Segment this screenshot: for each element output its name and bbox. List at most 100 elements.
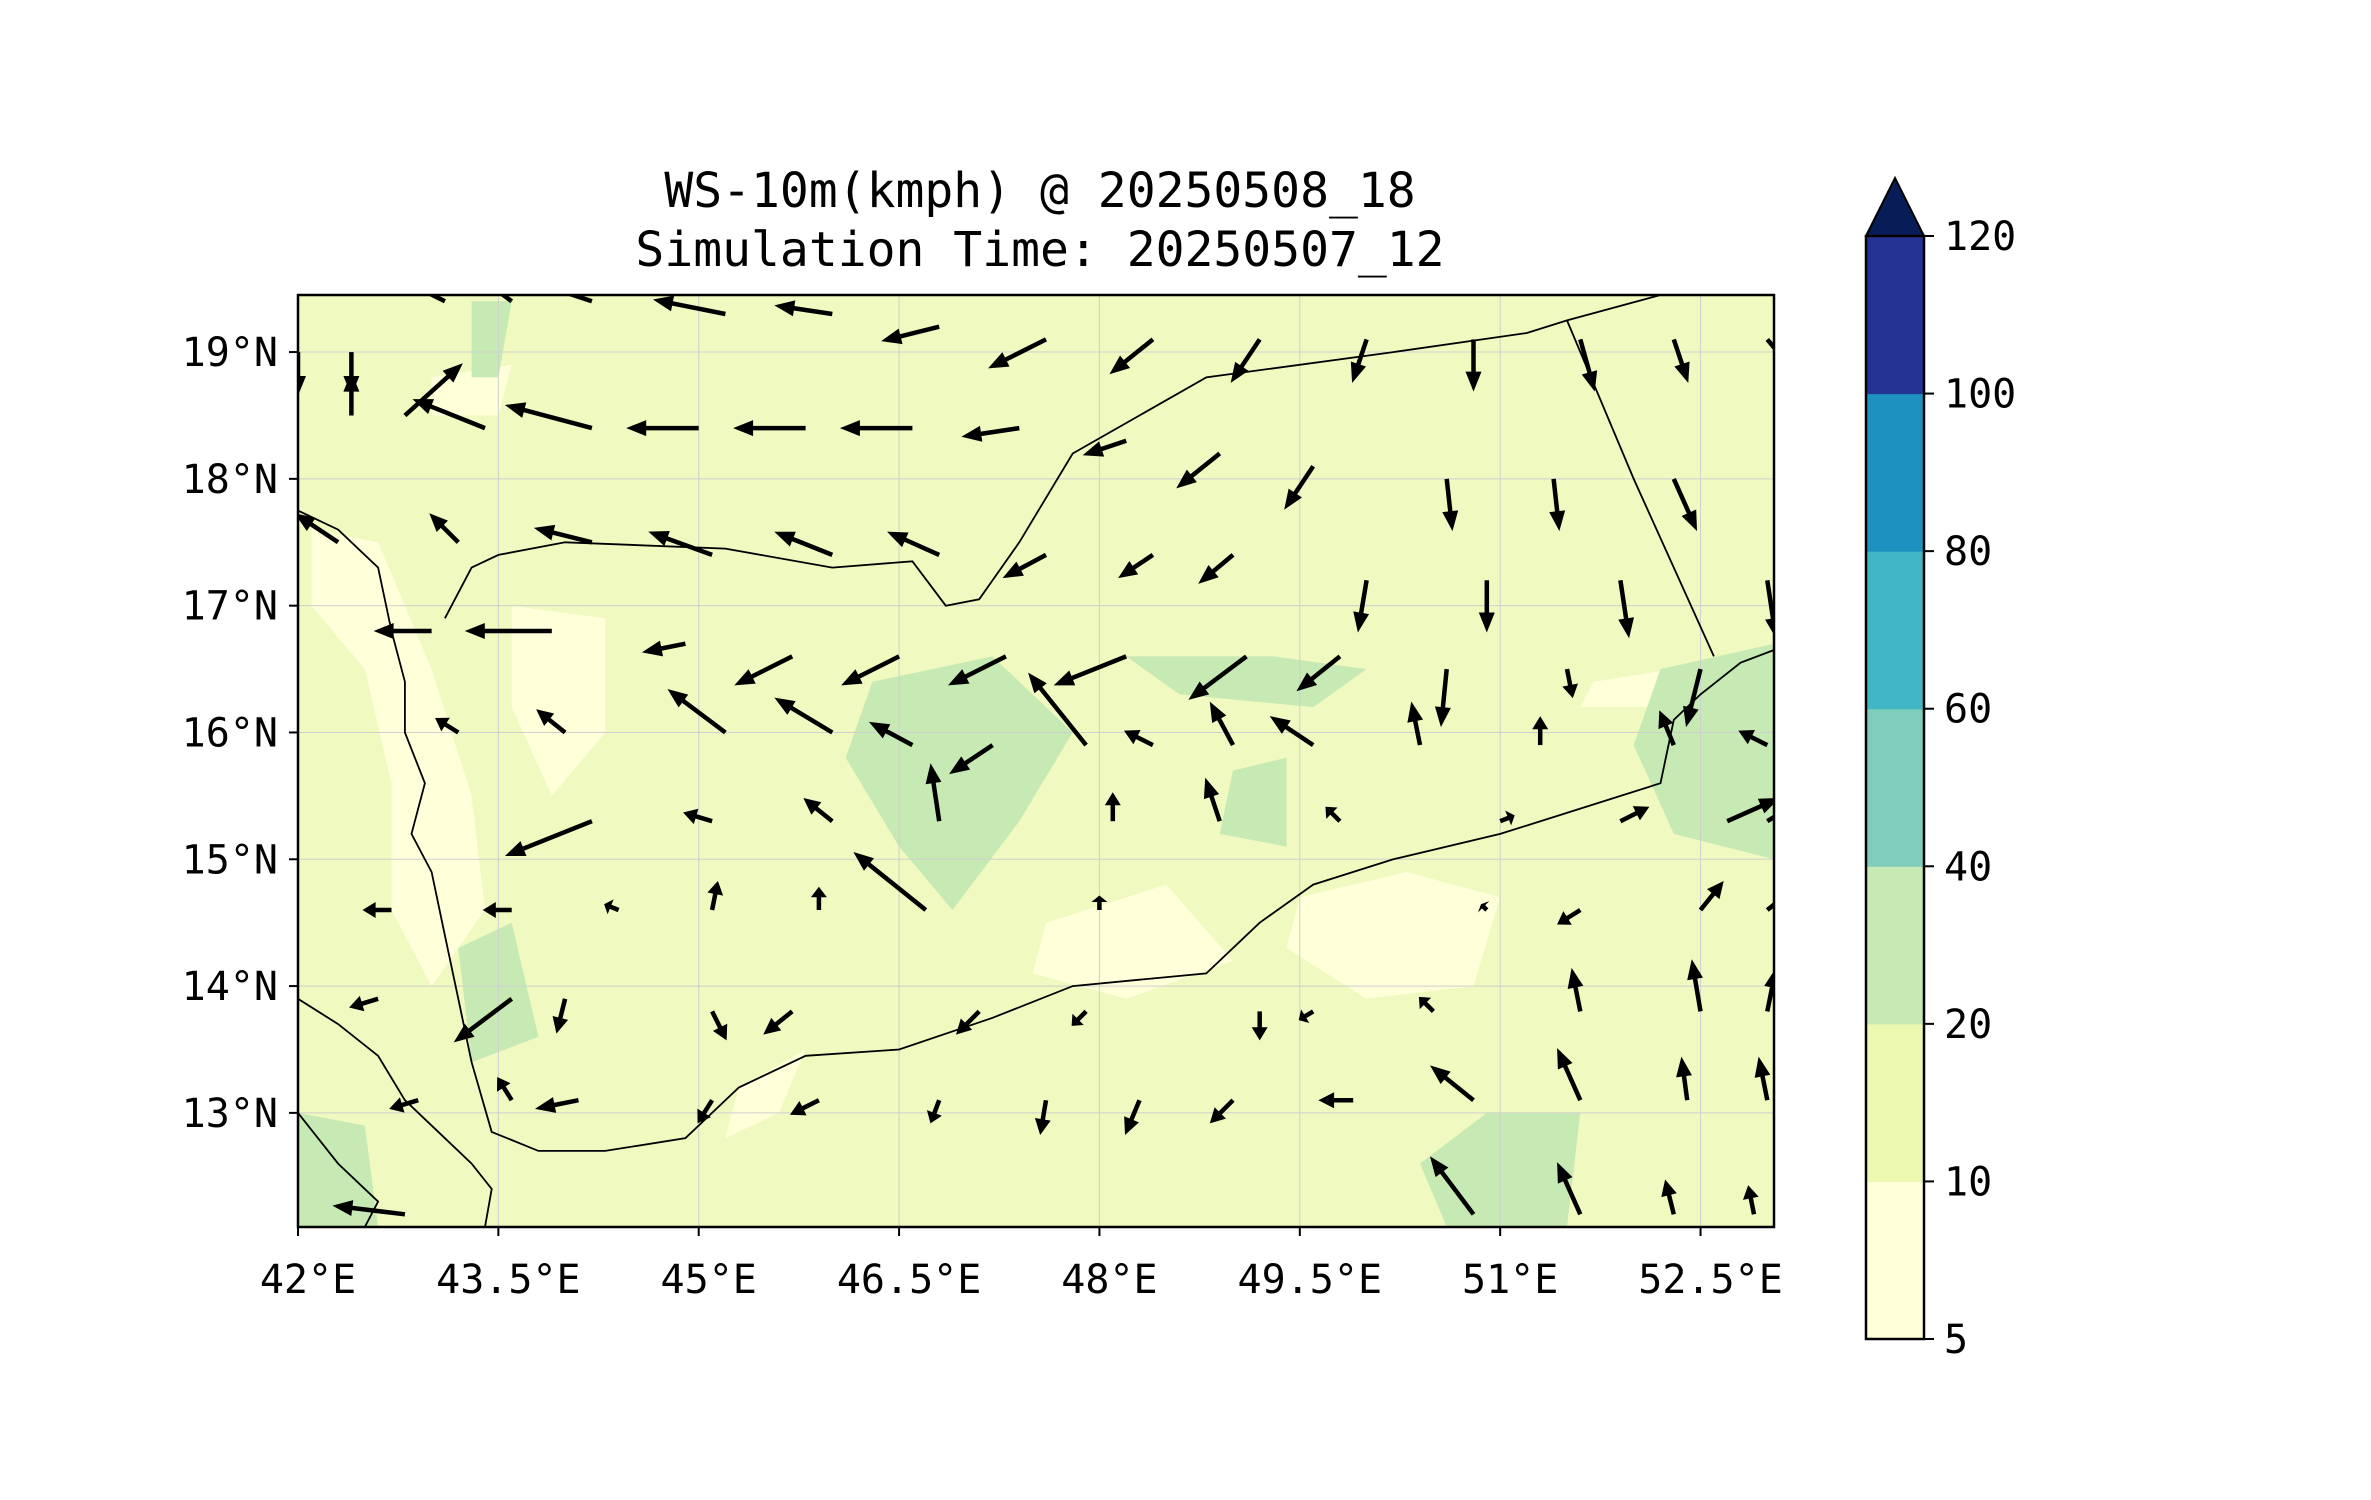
shading-patch [725, 1049, 806, 1139]
wind-arrow [1661, 1179, 1677, 1215]
wind-arrow [1082, 438, 1127, 457]
shading-patch [1219, 757, 1287, 847]
chart-title-line-2: Simulation Time: 20250507_12 [635, 222, 1445, 278]
colorbar-segment [1866, 551, 1924, 710]
colorbar-segment [1866, 1181, 1924, 1340]
wind-arrow [504, 402, 593, 431]
wind-arrow [949, 743, 994, 775]
wind-arrow [774, 300, 833, 317]
colorbar-segment [1866, 708, 1924, 867]
shading-patch [1126, 656, 1367, 708]
x-tick-label: 48°E [1061, 1257, 1157, 1303]
shading-patch [1032, 884, 1233, 999]
wind-arrow [707, 880, 724, 911]
wind-arrow [1499, 810, 1515, 826]
shading-patch [311, 529, 485, 987]
wind-arrow [403, 363, 463, 418]
wind-arrow [626, 420, 699, 437]
wind-arrow [1434, 668, 1451, 728]
wind-arrow [1053, 654, 1128, 686]
wind-arrow [1318, 1092, 1354, 1109]
wind-arrow [710, 1010, 728, 1041]
wind-arrow [1325, 806, 1342, 823]
wind-arrow [1104, 792, 1121, 822]
colorbar-segment [1866, 866, 1924, 1025]
wind-arrow [1578, 338, 1598, 392]
wind-arrow [763, 1009, 794, 1035]
shading-patch [1633, 643, 1774, 860]
wind-arrow [774, 531, 834, 557]
wind-arrow [453, 997, 514, 1043]
colorbar-tick-label: 100 [1944, 372, 2016, 418]
wind-arrow [789, 1098, 820, 1116]
wind-arrow [839, 420, 913, 437]
wind-arrow [1124, 1099, 1142, 1136]
map-plot-area [298, 295, 1774, 1227]
wind-arrow [1557, 1162, 1583, 1216]
shading-patch [1286, 872, 1501, 999]
wind-arrow [667, 688, 727, 735]
wind-arrow [521, 295, 593, 304]
wind-arrow [1298, 1009, 1315, 1024]
wind-arrow [402, 295, 446, 304]
wind-arrow [332, 1200, 406, 1217]
shading-patch [471, 301, 512, 378]
wind-arrow [429, 513, 460, 544]
wind-arrow [604, 899, 620, 915]
colorbar-tick-label: 80 [1944, 529, 1992, 575]
wind-arrow [1619, 806, 1650, 824]
wind-arrow [1296, 654, 1342, 692]
coast-border-line [298, 509, 1774, 1152]
wind-arrow [868, 721, 914, 748]
wind-arrow [1742, 1185, 1759, 1215]
wind-arrow [1618, 579, 1635, 639]
chart-title-line-1: WS-10m(kmph) @ 20250508_18 [664, 163, 1416, 219]
wind-arrow [1765, 894, 1774, 912]
wind-arrow [1109, 337, 1155, 375]
colorbar-tick-label: 40 [1944, 844, 1992, 890]
wind-arrow [534, 1097, 579, 1113]
wind-arrow [1251, 1011, 1268, 1041]
longitude-axis: 42°E 43.5°E 45°E 46.5°E 48°E 49.5°E 51°E 52.5°E [260, 1227, 1783, 1303]
shading-patch [845, 656, 1073, 910]
y-tick-label: 18°N [182, 457, 278, 503]
wind-arrow [774, 697, 834, 735]
colorbar-extend-arrow [1864, 175, 1926, 237]
shading-patch [298, 1112, 379, 1227]
y-tick-label: 13°N [182, 1091, 278, 1137]
wind-vector-field [298, 295, 1774, 1217]
wind-arrow [464, 623, 552, 639]
wind-arrow [298, 513, 340, 545]
wind-arrow [988, 337, 1048, 369]
wind-arrow [1002, 552, 1048, 579]
wind-arrow [552, 998, 569, 1034]
wind-arrow [641, 640, 686, 657]
wind-arrow [362, 902, 392, 918]
colorbar-segment [1866, 236, 1924, 395]
wind-arrow [810, 886, 827, 910]
x-tick-label: 52.5°E [1638, 1257, 1783, 1303]
wind-arrow [734, 654, 794, 686]
wind-arrow [961, 425, 1020, 442]
shading-patch [511, 605, 606, 796]
wind-arrow [887, 531, 941, 557]
wind-arrow [1567, 967, 1584, 1012]
wind-arrow [1738, 729, 1769, 748]
wind-arrow [1350, 338, 1369, 383]
wind-arrow [1562, 668, 1579, 699]
y-tick-label: 16°N [182, 710, 278, 756]
x-tick-label: 49.5°E [1238, 1257, 1383, 1303]
wind-arrow [1754, 1056, 1771, 1101]
wind-arrow [1557, 1048, 1583, 1102]
wind-arrow [1683, 668, 1703, 728]
colorbar-frame [1864, 234, 1926, 1341]
wind-arrow [1284, 464, 1316, 510]
wind-arrow [1465, 339, 1482, 392]
y-tick-label: 17°N [182, 584, 278, 630]
wind-arrow [1532, 716, 1549, 746]
wind-arrow [1209, 1098, 1235, 1124]
wind-arrow [1209, 701, 1235, 747]
wind-arrow [1549, 478, 1566, 532]
wind-arrow [536, 709, 567, 735]
